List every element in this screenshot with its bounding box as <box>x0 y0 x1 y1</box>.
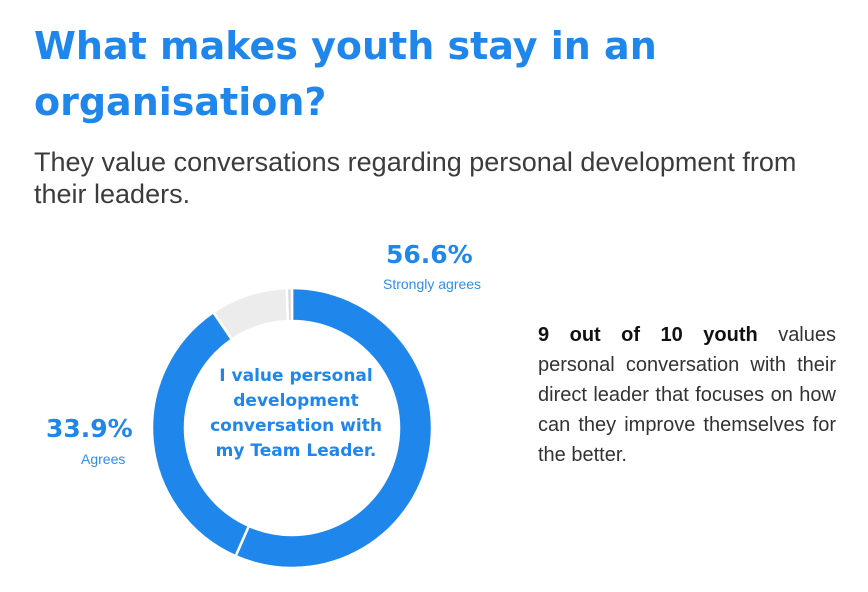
donut-slice-strongly-agrees <box>233 286 434 570</box>
side-note-highlight: 9 out of 10 youth <box>538 324 758 346</box>
page-title: What makes youth stay in an organisation… <box>34 24 657 124</box>
donut-slice-other <box>285 286 294 323</box>
side-note: 9 out of 10 youth values personal conver… <box>538 320 836 470</box>
donut-center-label: I value personal development conversatio… <box>210 366 382 461</box>
slice-value-strongly-agrees: 56.6% <box>386 240 473 269</box>
slice-label-agrees: Agrees <box>81 451 126 467</box>
slice-label-strongly-agrees: Strongly agrees <box>383 276 482 292</box>
page-subtitle: They value conversations regarding perso… <box>34 147 797 209</box>
slice-value-agrees: 33.9% <box>46 414 133 443</box>
side-note-text: values personal conversation with their … <box>538 324 836 466</box>
